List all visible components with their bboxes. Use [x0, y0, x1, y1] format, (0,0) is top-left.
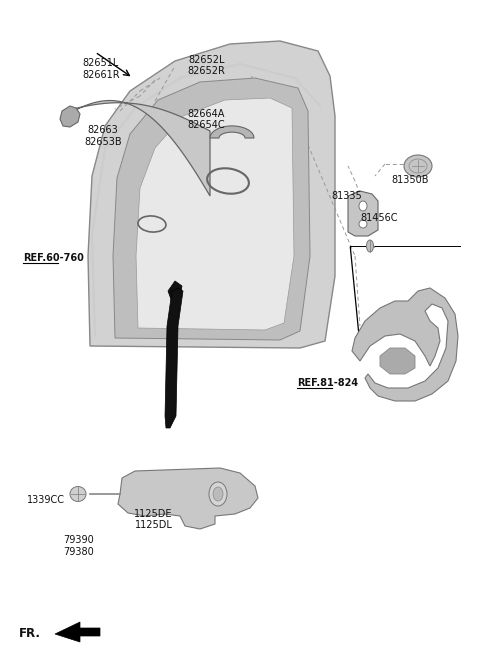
Polygon shape: [65, 100, 210, 196]
Text: REF.60-760: REF.60-760: [23, 253, 84, 264]
Polygon shape: [165, 288, 183, 428]
Text: FR.: FR.: [19, 627, 41, 640]
Polygon shape: [88, 41, 335, 348]
Ellipse shape: [367, 240, 373, 252]
Polygon shape: [352, 288, 458, 401]
Text: 82664A
82654C: 82664A 82654C: [188, 109, 225, 130]
Text: 81350B: 81350B: [392, 174, 429, 185]
Polygon shape: [113, 78, 310, 340]
Ellipse shape: [359, 201, 367, 211]
Ellipse shape: [209, 482, 227, 506]
Polygon shape: [118, 468, 258, 529]
Text: 81456C: 81456C: [360, 213, 398, 223]
Text: REF.81-824: REF.81-824: [297, 378, 358, 388]
Polygon shape: [380, 348, 415, 374]
Polygon shape: [136, 98, 294, 330]
Text: 82652L
82652R: 82652L 82652R: [188, 55, 225, 76]
Text: 1125DE
1125DL: 1125DE 1125DL: [134, 509, 173, 530]
Polygon shape: [55, 622, 100, 642]
Polygon shape: [168, 281, 182, 302]
Polygon shape: [348, 191, 378, 236]
Polygon shape: [210, 126, 254, 138]
Text: 82663
82653B: 82663 82653B: [84, 125, 122, 146]
Ellipse shape: [213, 487, 223, 501]
Polygon shape: [60, 106, 80, 127]
Ellipse shape: [70, 487, 86, 501]
Ellipse shape: [404, 155, 432, 177]
Text: 1339CC: 1339CC: [26, 495, 65, 505]
Text: 82651L
82661R: 82651L 82661R: [82, 58, 120, 79]
Text: 81335: 81335: [332, 191, 362, 201]
Text: 79390
79380: 79390 79380: [63, 535, 94, 556]
Ellipse shape: [359, 220, 367, 228]
